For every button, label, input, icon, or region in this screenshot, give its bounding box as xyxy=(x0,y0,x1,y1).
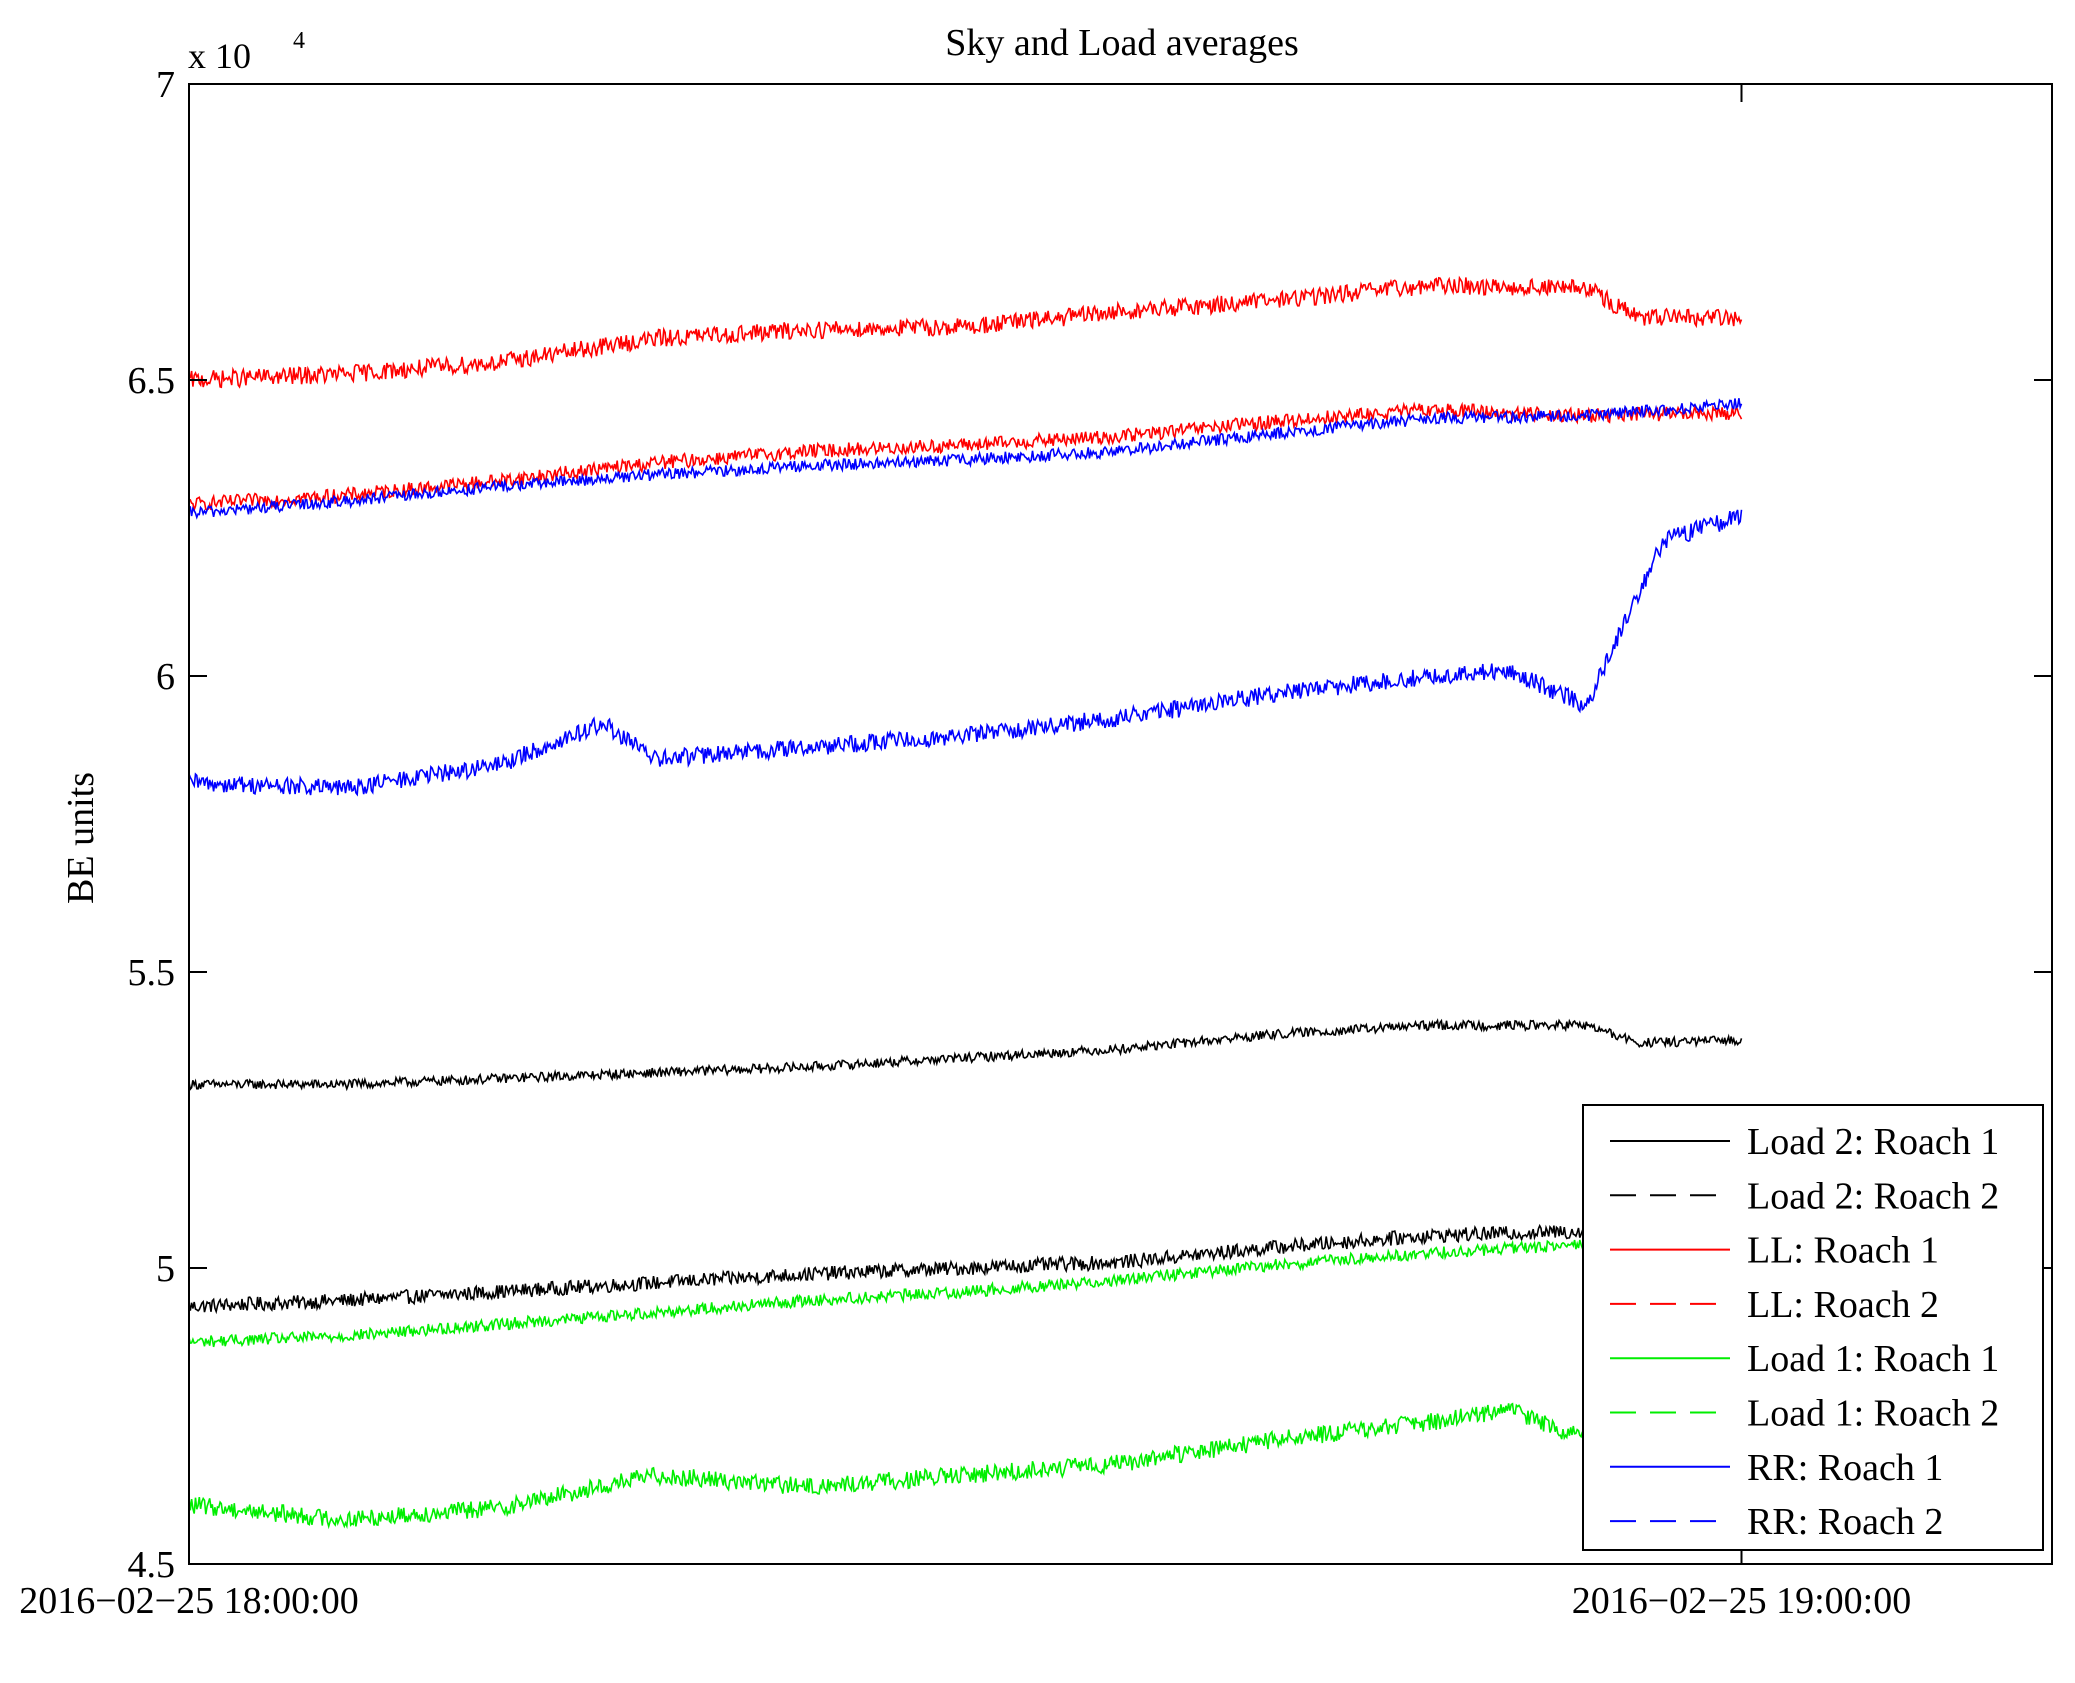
chart-title: Sky and Load averages xyxy=(945,22,1299,64)
legend-entries: Load 2: Roach 1 Load 2: Roach 2 LL: Roach … xyxy=(1610,1121,1999,1543)
legend-label-rr-roach-1: RR: Roach 1 xyxy=(1747,1447,1943,1489)
series-line-ll-roach-1 xyxy=(188,401,1743,513)
legend-label-load-1-roach-1: Load 1: Roach 1 xyxy=(1747,1338,1999,1380)
legend-label-rr-roach-2: RR: Roach 2 xyxy=(1747,1501,1943,1543)
legend-box xyxy=(1582,1104,2044,1551)
series-line-load-1-roach-2 xyxy=(188,1322,1743,1530)
y-tick-label: 7 xyxy=(156,64,175,106)
legend-label-ll-roach-1: LL: Roach 1 xyxy=(1747,1230,1939,1272)
y-tick-label: 5 xyxy=(156,1248,175,1290)
y-tick-label: 6 xyxy=(156,656,175,698)
series-line-load-2-roach-2 xyxy=(188,1018,1743,1092)
series-line-rr-roach-1 xyxy=(188,398,1743,520)
y-tick-label: 6.5 xyxy=(128,360,176,402)
plot-frame xyxy=(188,83,2053,1565)
y-exponent-power: 4 xyxy=(293,28,305,54)
series-layer xyxy=(188,275,1743,1530)
ticks-layer: 4.5 5 5.5 6 6.5 7 2016−02−25 18:00:00 2016−02−2… xyxy=(19,64,2052,1622)
y-tick-label: 5.5 xyxy=(128,952,176,994)
series-line-load-2-roach-1 xyxy=(188,1218,1742,1315)
y-tick-label: 4.5 xyxy=(128,1544,176,1586)
legend-label-load-2-roach-1: Load 2: Roach 1 xyxy=(1747,1121,1999,1163)
series-line-ll-roach-2 xyxy=(188,275,1743,389)
legend-label-load-2-roach-2: Load 2: Roach 2 xyxy=(1747,1175,1999,1217)
x-tick-label: 2016−02−25 18:00:00 xyxy=(19,1580,358,1622)
series-line-rr-roach-2 xyxy=(188,509,1743,797)
legend-label-ll-roach-2: LL: Roach 2 xyxy=(1747,1284,1939,1326)
y-exponent-label: x 10 xyxy=(188,36,251,76)
legend-label-load-1-roach-2: Load 1: Roach 2 xyxy=(1747,1393,1999,1435)
series-line-load-1-roach-1 xyxy=(188,1231,1743,1348)
legend: Load 2: Roach 1 Load 2: Roach 2 LL: Roach … xyxy=(1582,1104,2044,1551)
y-axis-label: BE units xyxy=(60,772,102,904)
x-tick-label: 2016−02−25 19:00:00 xyxy=(1572,1580,1911,1622)
